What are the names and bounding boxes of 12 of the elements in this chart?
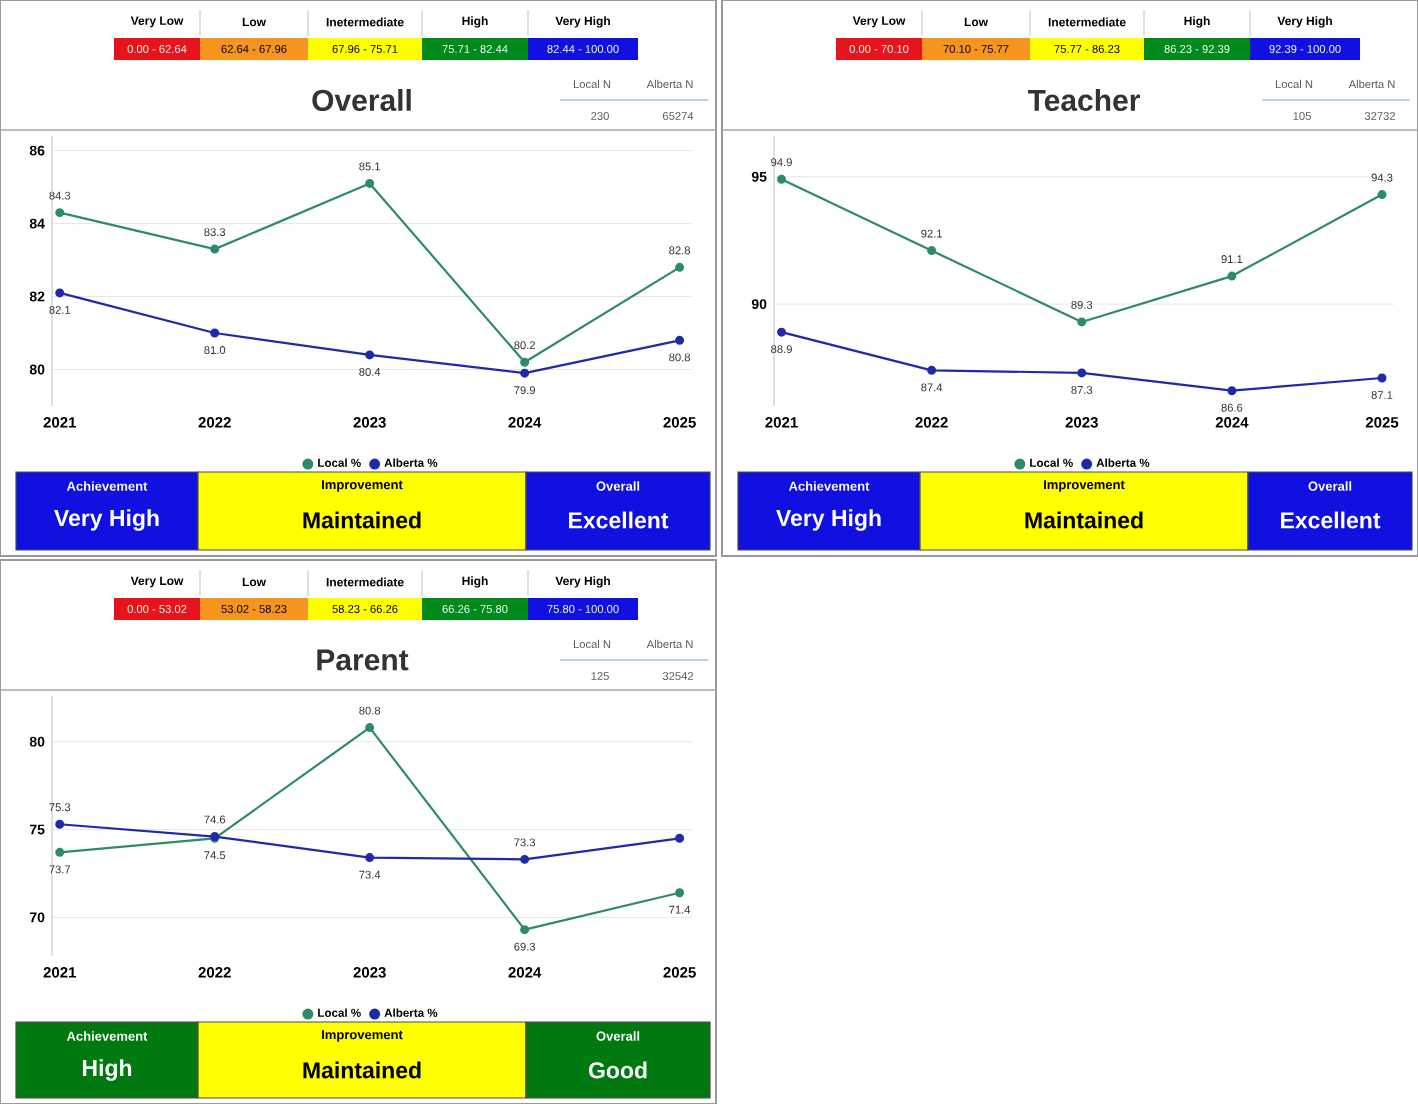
text: Excellent <box>1281 511 1381 529</box>
text: Very High <box>54 509 159 531</box>
text: Very High <box>776 509 881 531</box>
chart-title: Overall <box>312 88 411 111</box>
text: Maintained <box>1025 511 1143 529</box>
chart-title: Teacher <box>1027 88 1140 111</box>
text: Good <box>588 1061 647 1079</box>
text: Maintained <box>303 1061 421 1079</box>
chart-title: Parent <box>317 649 409 671</box>
text: Maintained <box>303 511 421 529</box>
text: High <box>82 1059 132 1081</box>
text: Excellent <box>569 511 669 529</box>
